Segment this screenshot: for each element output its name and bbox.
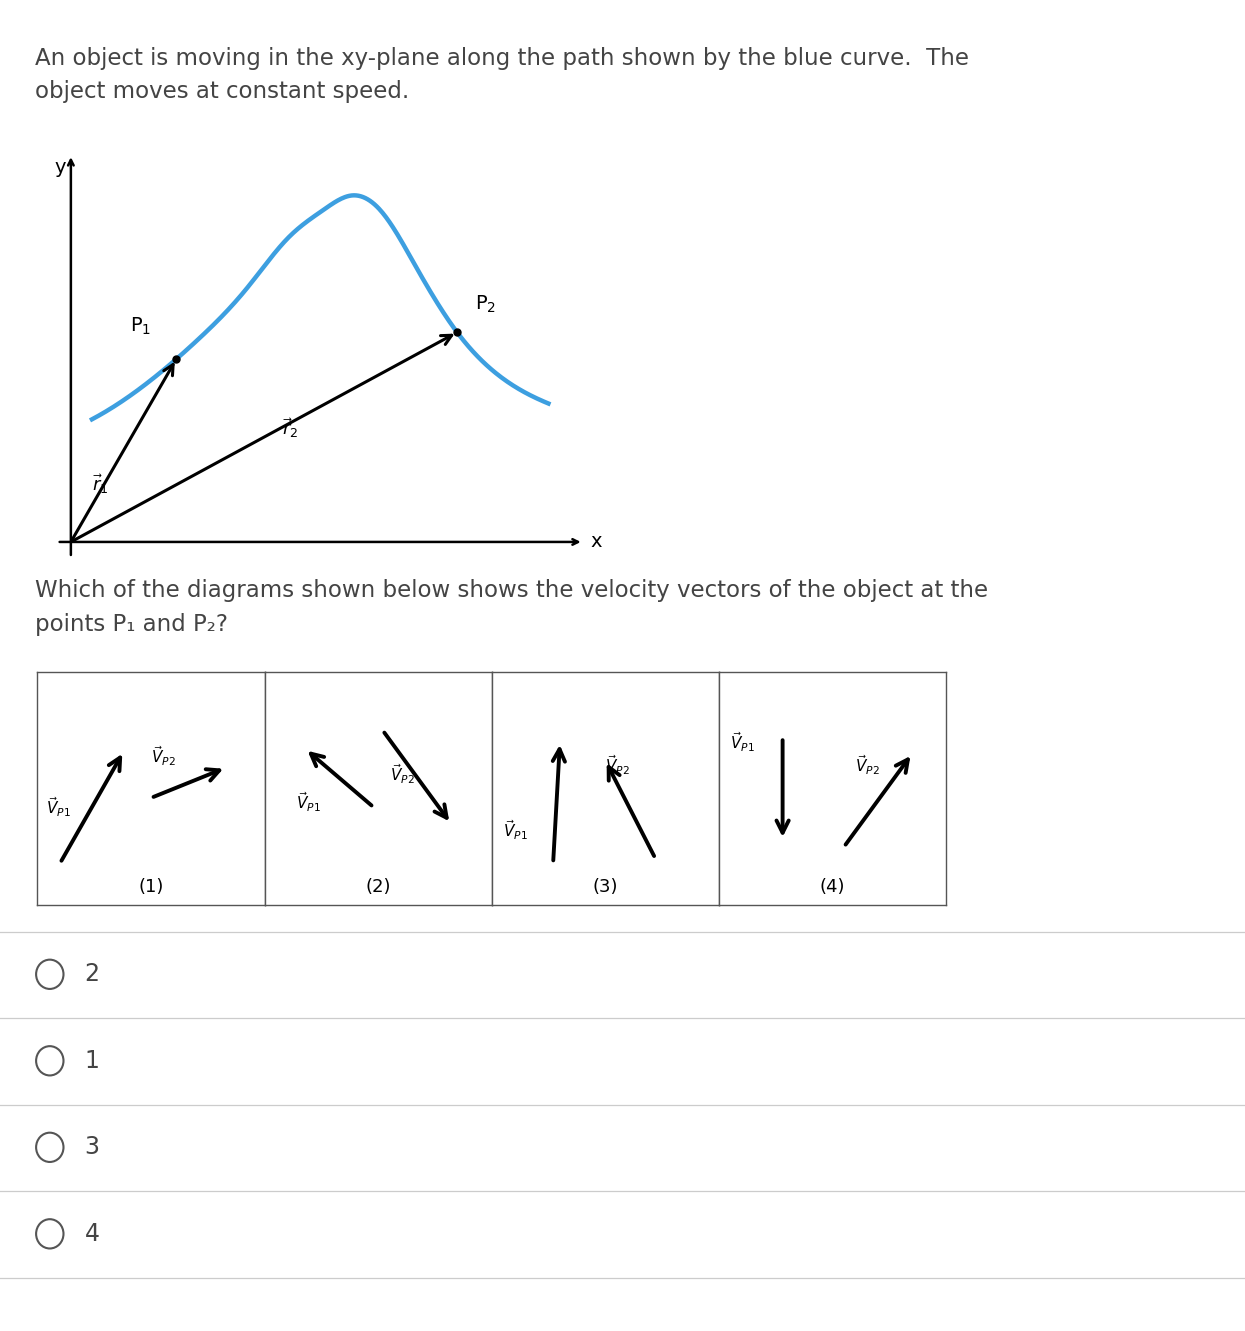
Text: $\vec{r}_1$: $\vec{r}_1$ (92, 471, 108, 495)
Text: 2: 2 (85, 962, 100, 986)
Text: $\vec{V}_{P1}$: $\vec{V}_{P1}$ (503, 819, 528, 843)
Text: $\vec{V}_{P1}$: $\vec{V}_{P1}$ (731, 731, 756, 753)
Text: (2): (2) (366, 877, 391, 896)
Text: $\vec{V}_{P1}$: $\vec{V}_{P1}$ (46, 796, 71, 819)
Text: $\vec{V}_{P1}$: $\vec{V}_{P1}$ (296, 791, 321, 815)
Text: x: x (590, 532, 603, 551)
Text: $\vec{V}_{P2}$: $\vec{V}_{P2}$ (151, 744, 176, 768)
Text: Which of the diagrams shown below shows the velocity vectors of the object at th: Which of the diagrams shown below shows … (35, 579, 989, 636)
Text: P$_1$: P$_1$ (131, 315, 152, 337)
Text: (3): (3) (593, 877, 618, 896)
Text: $\vec{V}_{P2}$: $\vec{V}_{P2}$ (855, 753, 880, 777)
Text: P$_2$: P$_2$ (474, 294, 496, 315)
Text: (4): (4) (820, 877, 845, 896)
Text: $\vec{r}_2$: $\vec{r}_2$ (281, 417, 298, 441)
Text: y: y (55, 158, 66, 177)
Text: 1: 1 (85, 1049, 100, 1073)
Text: $\vec{V}_{P2}$: $\vec{V}_{P2}$ (390, 763, 415, 787)
Text: An object is moving in the xy-plane along the path shown by the blue curve.  The: An object is moving in the xy-plane alon… (35, 47, 969, 104)
Text: 4: 4 (85, 1222, 100, 1246)
Text: $\vec{V}_{P2}$: $\vec{V}_{P2}$ (605, 753, 630, 777)
Text: 3: 3 (85, 1135, 100, 1159)
Text: (1): (1) (138, 877, 163, 896)
